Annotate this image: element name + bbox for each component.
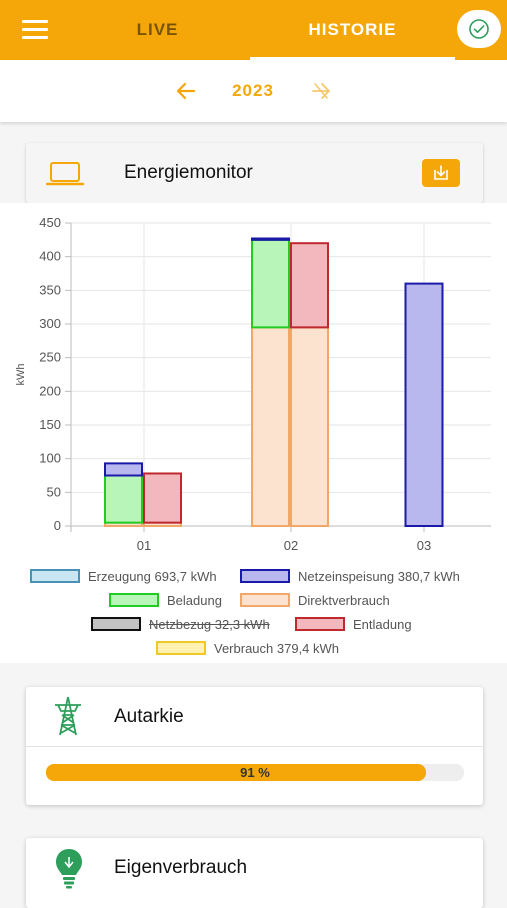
legend-swatch [240,593,290,607]
energiemonitor-header: Energiemonitor [26,143,483,203]
tab-historie[interactable]: HISTORIE [308,20,397,39]
energiemonitor-title: Energiemonitor [124,162,253,183]
y-tick-label: 50 [47,484,61,499]
energy-chart-area: 0 50 100 150 200 250 300 350 400 450 01 02 03 kWh [0,203,507,663]
y-tick-label: 400 [39,249,61,264]
y-tick-label: 450 [39,215,61,230]
legend-swatch [30,569,80,583]
bar-direktverbrauch-02 [290,326,329,527]
active-tab-indicator [250,57,455,60]
arrow-left-icon[interactable] [173,78,199,104]
bar-beladung-01 [104,474,143,524]
autarkie-header[interactable]: Autarkie [26,687,483,747]
bar-netzeinspeisung-01 [104,462,143,477]
autarkie-title: Autarkie [114,706,184,727]
legend-label: Netzeinspeisung 380,7 kWh [298,568,460,584]
top-app-bar: LIVE HISTORIE [0,0,507,60]
legend-label: Entladung [353,616,412,632]
legend-swatch [156,641,206,655]
x-tick-label: 03 [417,538,431,553]
eigenverbrauch-card: Eigenverbrauch [26,838,483,908]
bar-entladung-01 [143,472,182,524]
download-icon [434,165,448,180]
power-tower-icon [55,696,81,736]
y-axis-label: kWh [15,364,27,386]
bar-netzeinspeisung-02 [251,237,290,241]
download-button[interactable] [422,159,460,187]
y-tick-label: 100 [39,451,61,466]
eigenverbrauch-title: Eigenverbrauch [114,857,248,878]
autarkie-progress-value: 91 % [240,765,270,780]
lightbulb-icon [56,849,82,889]
tab-live[interactable]: LIVE [136,20,179,39]
eigenverbrauch-header[interactable]: Eigenverbrauch [26,838,483,898]
autarkie-progress-fill [46,764,427,781]
legend-swatch [295,617,345,631]
legend-item-erzeugung[interactable]: Erzeugung 693,7 kWh [30,567,217,585]
legend-item-netzeinspeisung[interactable]: Netzeinspeisung 380,7 kWh [240,567,460,585]
legend-swatch [91,617,141,631]
legend-item-direktverbrauch[interactable]: Direktverbrauch [240,591,390,609]
y-tick-label: 150 [39,417,61,432]
legend-label: Direktverbrauch [298,592,390,608]
legend-item-entladung[interactable]: Entladung [295,615,412,633]
year-label: 2023 [232,81,274,100]
legend-swatch [240,569,290,583]
y-tick-label: 0 [54,518,61,533]
legend-swatch [109,593,159,607]
legend-item-netzbezug[interactable]: Netzbezug 32,3 kWh [91,615,270,633]
energy-bar-chart: 0 50 100 150 200 250 300 350 400 450 01 02 03 kWh [15,215,491,553]
bar-netzeinspeisung-03 [404,282,444,527]
year-navigation: 2023 [0,60,507,122]
status-button[interactable] [457,10,501,48]
autarkie-progress-bar: 91 % [46,764,464,781]
y-tick-label: 350 [39,282,61,297]
autarkie-card: Autarkie 91 % [26,687,483,805]
y-tick-label: 250 [39,350,61,365]
x-tick-label: 02 [284,538,298,553]
bar-direktverbrauch-02 [251,326,290,527]
legend-label: Erzeugung 693,7 kWh [88,568,217,584]
arrow-right-disabled-icon[interactable] [308,78,334,104]
bar-beladung-02 [251,238,290,329]
bar-entladung-02 [290,242,329,329]
y-tick-label: 300 [39,316,61,331]
legend-label: Netzbezug 32,3 kWh [149,616,270,632]
laptop-icon [46,162,84,186]
y-tick-label: 200 [39,383,61,398]
legend-label: Verbrauch 379,4 kWh [214,640,340,656]
legend-item-verbrauch[interactable]: Verbrauch 379,4 kWh [156,639,339,657]
x-tick-label: 01 [137,538,151,553]
menu-icon[interactable] [22,20,48,40]
legend-label: Beladung [167,592,222,608]
legend-item-beladung[interactable]: Beladung [109,591,222,609]
check-circle-icon [469,19,489,39]
